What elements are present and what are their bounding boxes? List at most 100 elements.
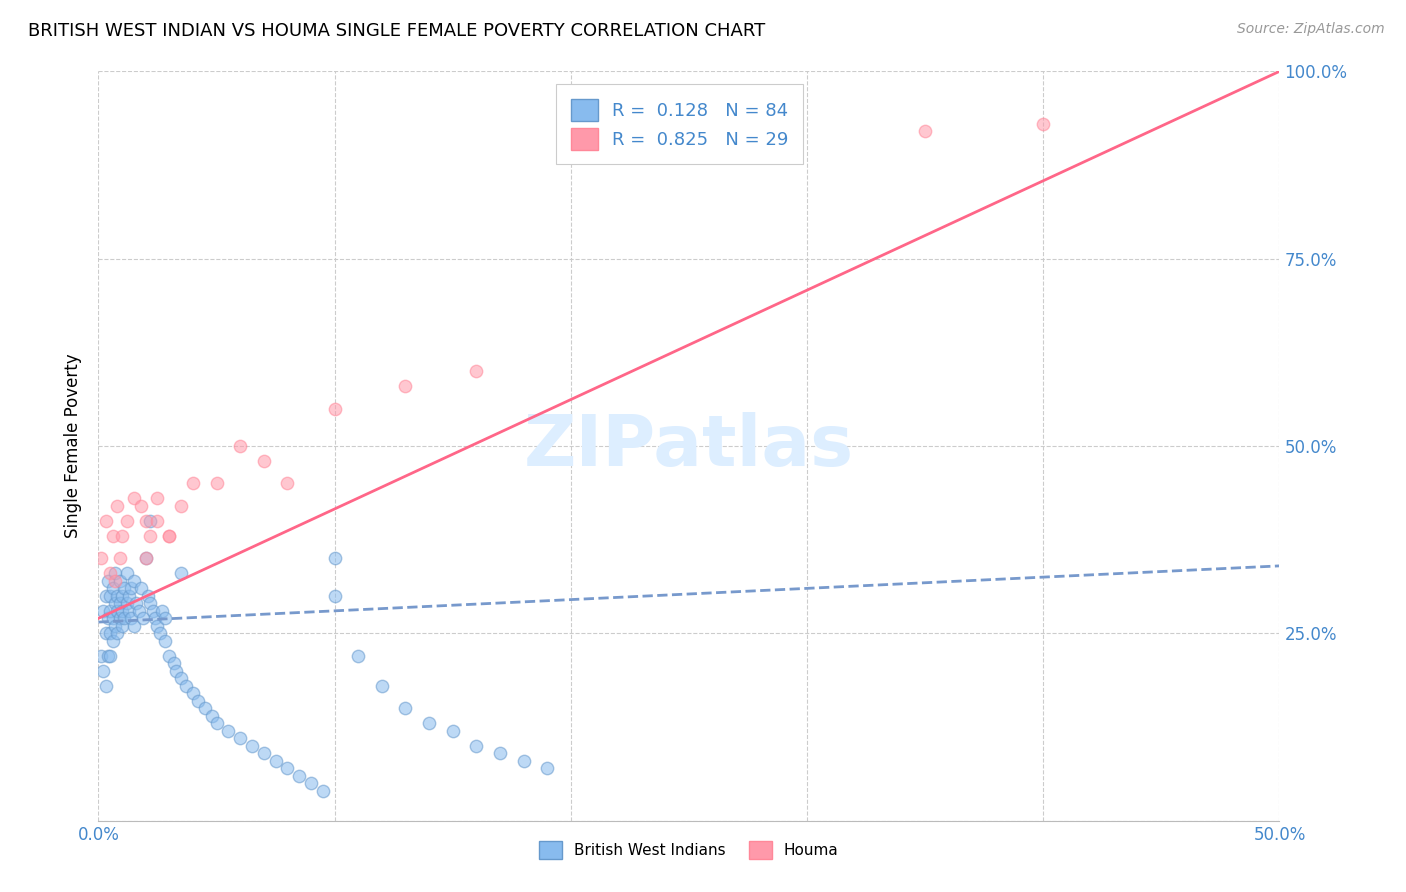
Point <box>121 582 143 596</box>
Point <box>98 648 121 663</box>
Point <box>97 611 120 625</box>
Point <box>111 619 134 633</box>
Point <box>299 776 322 790</box>
Point <box>146 514 169 528</box>
Point <box>121 611 143 625</box>
Point <box>914 124 936 138</box>
Point <box>157 529 180 543</box>
Point <box>536 761 558 775</box>
Text: Source: ZipAtlas.com: Source: ZipAtlas.com <box>1237 22 1385 37</box>
Point <box>108 574 131 588</box>
Point <box>128 604 150 618</box>
Point <box>157 648 180 663</box>
Point <box>115 514 138 528</box>
Point <box>135 514 157 528</box>
Point <box>181 686 204 700</box>
Point <box>101 633 124 648</box>
Point <box>111 529 134 543</box>
Point <box>98 626 121 640</box>
Point <box>112 611 135 625</box>
Point <box>104 596 127 610</box>
Point <box>205 476 228 491</box>
Point <box>465 364 488 378</box>
Point <box>111 604 134 618</box>
Point <box>312 783 335 797</box>
Point <box>441 723 464 738</box>
Point <box>98 604 121 618</box>
Y-axis label: Single Female Poverty: Single Female Poverty <box>65 354 83 538</box>
Point <box>108 596 131 610</box>
Text: ZIPatlas: ZIPatlas <box>524 411 853 481</box>
Point <box>90 648 112 663</box>
Point <box>91 604 114 618</box>
Point <box>97 574 120 588</box>
Point <box>347 648 370 663</box>
Point <box>153 633 176 648</box>
Point <box>146 491 169 506</box>
Point <box>394 379 416 393</box>
Point <box>489 746 512 760</box>
Point <box>108 551 131 566</box>
Point <box>115 596 138 610</box>
Point <box>229 439 252 453</box>
Point <box>174 679 197 693</box>
Point <box>163 657 186 671</box>
Point <box>105 626 128 640</box>
Point <box>205 716 228 731</box>
Point <box>240 739 263 753</box>
Point <box>94 679 117 693</box>
Point <box>94 626 117 640</box>
Point <box>149 626 172 640</box>
Point <box>105 604 128 618</box>
Point <box>139 514 162 528</box>
Point <box>118 604 141 618</box>
Point <box>129 582 152 596</box>
Point <box>143 611 166 625</box>
Point <box>288 769 311 783</box>
Text: BRITISH WEST INDIAN VS HOUMA SINGLE FEMALE POVERTY CORRELATION CHART: BRITISH WEST INDIAN VS HOUMA SINGLE FEMA… <box>28 22 765 40</box>
Point <box>94 514 117 528</box>
Point <box>217 723 239 738</box>
Point <box>105 499 128 513</box>
Point <box>157 529 180 543</box>
Point <box>512 754 534 768</box>
Point <box>129 499 152 513</box>
Point <box>323 401 346 416</box>
Point <box>122 574 145 588</box>
Point <box>136 589 159 603</box>
Point <box>465 739 488 753</box>
Point <box>101 582 124 596</box>
Point <box>150 604 173 618</box>
Point <box>146 619 169 633</box>
Point <box>98 566 121 581</box>
Point <box>118 589 141 603</box>
Point <box>170 499 193 513</box>
Point <box>323 589 346 603</box>
Point <box>371 679 394 693</box>
Point <box>135 551 157 566</box>
Point <box>90 551 112 566</box>
Point <box>94 589 117 603</box>
Point <box>139 529 162 543</box>
Point <box>153 611 176 625</box>
Point <box>112 582 135 596</box>
Point <box>125 596 148 610</box>
Point <box>323 551 346 566</box>
Point <box>101 611 124 625</box>
Point <box>394 701 416 715</box>
Point <box>104 619 127 633</box>
Point <box>111 589 134 603</box>
Point <box>1032 117 1054 131</box>
Point <box>142 604 165 618</box>
Point <box>104 574 127 588</box>
Point <box>253 746 276 760</box>
Point <box>201 708 224 723</box>
Point <box>135 551 157 566</box>
Point <box>418 716 440 731</box>
Point <box>253 454 276 468</box>
Point <box>98 589 121 603</box>
Point <box>139 596 162 610</box>
Point <box>170 671 193 685</box>
Point <box>181 476 204 491</box>
Point <box>229 731 252 746</box>
